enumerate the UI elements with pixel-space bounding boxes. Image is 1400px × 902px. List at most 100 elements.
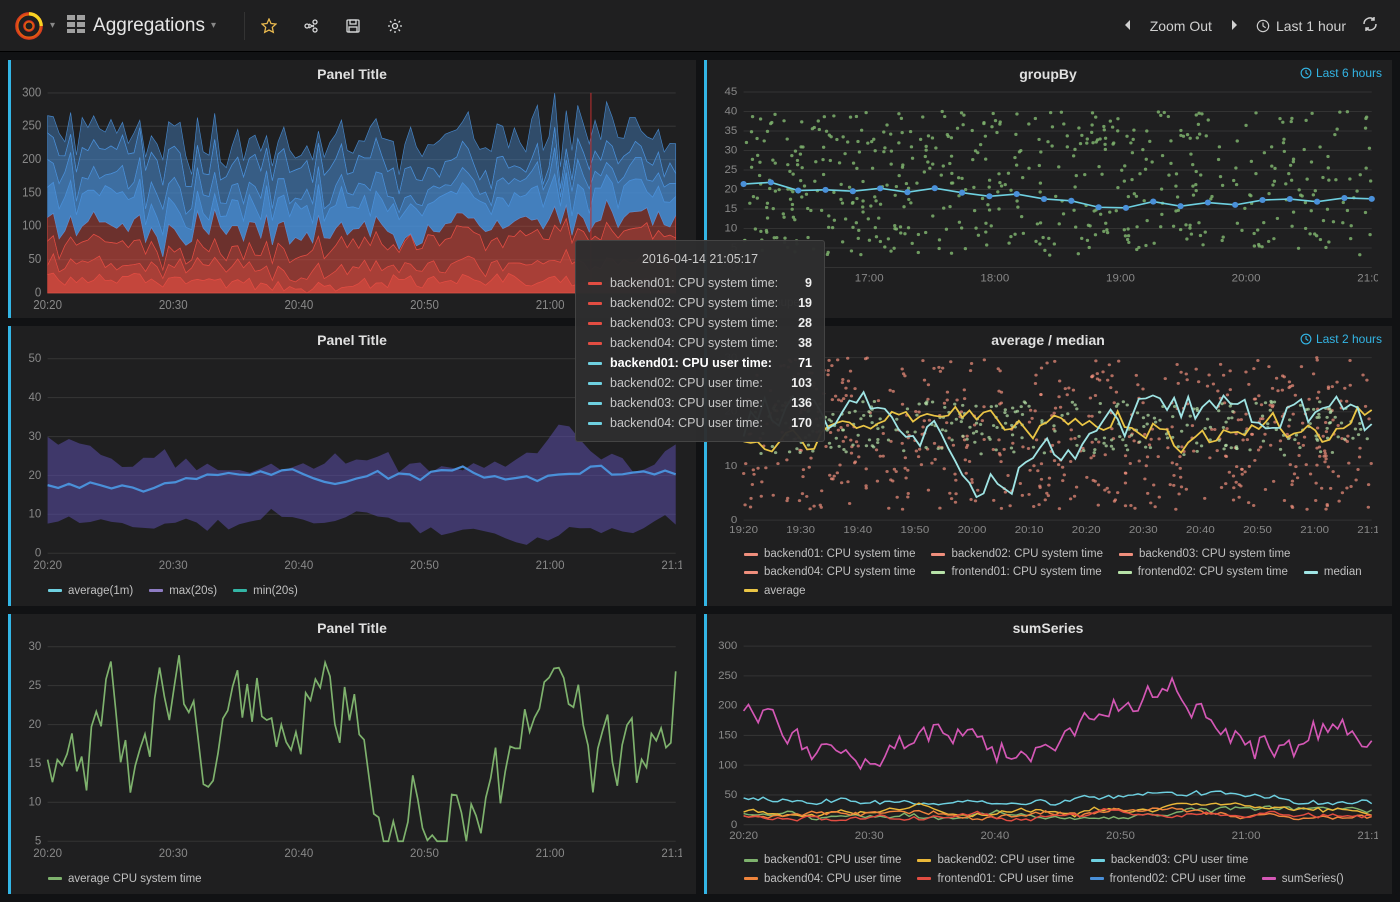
svg-text:250: 250 — [22, 118, 41, 133]
svg-text:200: 200 — [22, 152, 41, 167]
svg-text:25: 25 — [724, 164, 737, 176]
svg-text:30: 30 — [29, 429, 42, 443]
chart-area[interactable]: 5101520253020:2020:3020:4020:5021:0021:1… — [12, 640, 682, 864]
dashboard-title[interactable]: Aggregations — [93, 15, 205, 37]
time-range-button[interactable]: Last 1 hour — [1256, 18, 1346, 34]
legend-item[interactable]: frontend01: CPU user time — [917, 870, 1073, 888]
tooltip-row: backend01: CPU user time:71 — [588, 353, 812, 373]
svg-text:20:30: 20:30 — [159, 558, 188, 572]
legend-item[interactable]: frontend02: CPU system time — [1118, 563, 1288, 581]
time-prev-icon[interactable] — [1122, 18, 1134, 34]
svg-text:20:50: 20:50 — [410, 558, 439, 572]
svg-text:21:00: 21:00 — [536, 558, 565, 572]
legend-item[interactable]: average(1m) — [48, 582, 133, 600]
panel-timerange[interactable]: Last 2 hours — [1300, 332, 1382, 346]
legend-item[interactable]: backend02: CPU user time — [917, 851, 1074, 869]
logo-caret-icon[interactable]: ▾ — [50, 20, 55, 31]
svg-text:19:30: 19:30 — [786, 525, 815, 536]
svg-text:300: 300 — [22, 86, 41, 99]
svg-text:15: 15 — [29, 755, 42, 769]
svg-text:19:00: 19:00 — [1106, 273, 1135, 285]
svg-text:20:40: 20:40 — [284, 846, 313, 860]
legend-item[interactable]: max(20s) — [149, 582, 217, 600]
legend-item[interactable]: backend01: CPU user time — [744, 851, 901, 869]
legend-item[interactable]: min(20s) — [233, 582, 298, 600]
legend-item[interactable]: frontend02: CPU user time — [1090, 870, 1246, 888]
share-icon[interactable] — [303, 18, 319, 34]
tooltip-row: backend02: CPU system time:19 — [588, 293, 812, 313]
svg-text:20:30: 20:30 — [159, 846, 188, 860]
svg-text:19:50: 19:50 — [900, 525, 929, 536]
topbar: ▾ Aggregations ▾ Zoom Out Last 1 hour — [0, 0, 1400, 52]
svg-text:20:50: 20:50 — [1106, 830, 1135, 842]
svg-text:10: 10 — [724, 223, 737, 235]
panel-title: Panel Title — [8, 60, 696, 84]
settings-icon[interactable] — [387, 18, 403, 34]
svg-text:20:20: 20:20 — [1072, 525, 1101, 536]
svg-text:17:00: 17:00 — [855, 273, 884, 285]
svg-text:45: 45 — [724, 86, 737, 98]
svg-text:40: 40 — [724, 106, 737, 118]
tooltip-row: backend02: CPU user time:103 — [588, 373, 812, 393]
svg-text:40: 40 — [29, 390, 42, 404]
legend-item[interactable]: backend02: CPU system time — [931, 545, 1102, 563]
legend-item[interactable]: backend04: CPU system time — [744, 563, 915, 581]
panel-timerange[interactable]: Last 6 hours — [1300, 66, 1382, 80]
panel-legend: average CPU system time — [8, 866, 696, 894]
svg-text:20:30: 20:30 — [159, 298, 188, 313]
svg-text:20:50: 20:50 — [410, 298, 439, 313]
tooltip-row: backend04: CPU user time:170 — [588, 413, 812, 433]
svg-text:15: 15 — [724, 203, 737, 215]
svg-text:100: 100 — [718, 759, 737, 771]
svg-text:20:00: 20:00 — [958, 525, 987, 536]
svg-text:21:10: 21:10 — [661, 558, 682, 572]
time-range-label: Last 1 hour — [1276, 18, 1346, 34]
svg-text:30: 30 — [724, 145, 737, 157]
chart-area[interactable]: 05010015020025030020:2020:3020:4020:5021… — [708, 640, 1378, 845]
svg-text:20:50: 20:50 — [1243, 525, 1272, 536]
time-next-icon[interactable] — [1228, 18, 1240, 34]
grafana-logo-icon[interactable] — [14, 11, 44, 41]
legend-item[interactable]: backend01: CPU system time — [744, 545, 915, 563]
save-icon[interactable] — [345, 18, 361, 34]
tooltip-timestamp: 2016-04-14 21:05:17 — [588, 249, 812, 269]
zoom-out-button[interactable]: Zoom Out — [1150, 18, 1212, 34]
panel-legend: backend01: CPU system time backend02: CPU… — [704, 541, 1392, 606]
panel-title: Panel Title — [8, 614, 696, 638]
svg-text:250: 250 — [718, 670, 737, 682]
legend-item[interactable]: average — [744, 582, 806, 600]
legend-item[interactable]: backend03: CPU user time — [1091, 851, 1248, 869]
svg-text:100: 100 — [22, 218, 41, 233]
tooltip-row: backend03: CPU system time:28 — [588, 313, 812, 333]
svg-text:20:40: 20:40 — [284, 298, 313, 313]
svg-text:21:10: 21:10 — [661, 846, 682, 860]
svg-text:19:20: 19:20 — [729, 525, 758, 536]
svg-text:18:00: 18:00 — [980, 273, 1009, 285]
legend-item[interactable]: backend03: CPU system time — [1119, 545, 1290, 563]
svg-text:150: 150 — [22, 185, 41, 200]
legend-item[interactable]: sumSeries() — [1262, 870, 1344, 888]
svg-text:20: 20 — [29, 467, 42, 481]
legend-item[interactable]: backend04: CPU user time — [744, 870, 901, 888]
topbar-separator — [244, 12, 245, 40]
svg-text:200: 200 — [718, 700, 737, 712]
svg-text:25: 25 — [29, 678, 42, 692]
tooltip-row: backend04: CPU system time:38 — [588, 333, 812, 353]
panel-4: Panel Title5101520253020:2020:3020:4020:… — [8, 614, 696, 894]
legend-item[interactable]: median — [1304, 563, 1362, 581]
svg-text:21:00: 21:00 — [536, 846, 565, 860]
panel-title: sumSeries — [704, 614, 1392, 638]
svg-text:10: 10 — [29, 506, 42, 520]
svg-text:21:00: 21:00 — [1300, 525, 1329, 536]
refresh-icon[interactable] — [1362, 16, 1378, 35]
svg-text:20:40: 20:40 — [1186, 525, 1215, 536]
dashboard-caret-icon[interactable]: ▾ — [211, 20, 216, 31]
svg-text:20:00: 20:00 — [1232, 273, 1261, 285]
svg-text:50: 50 — [29, 252, 42, 267]
legend-item[interactable]: frontend01: CPU system time — [931, 563, 1101, 581]
legend-item[interactable]: average CPU system time — [48, 870, 202, 888]
tooltip-row: backend01: CPU system time:9 — [588, 273, 812, 293]
star-icon[interactable] — [261, 18, 277, 34]
svg-text:21:00: 21:00 — [536, 298, 565, 313]
panels-icon[interactable] — [67, 15, 85, 36]
